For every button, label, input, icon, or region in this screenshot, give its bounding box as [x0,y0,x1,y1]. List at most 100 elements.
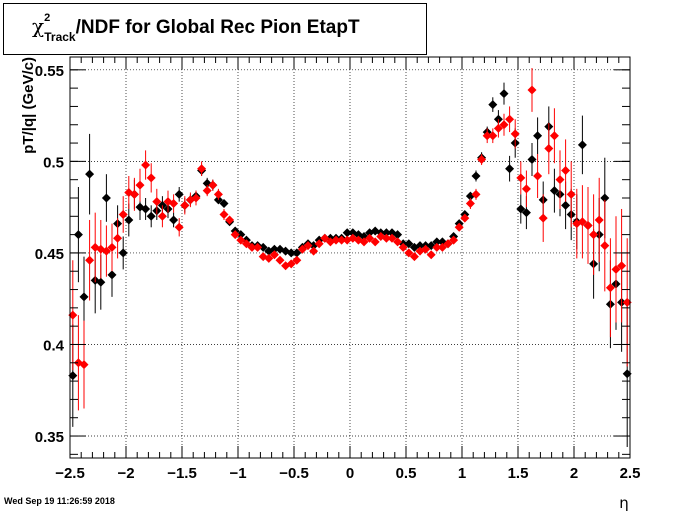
title-superscript: 2 [44,12,51,24]
data-point [449,235,459,245]
data-point [516,173,526,183]
data-point [600,193,610,203]
data-point [297,244,307,254]
data-point [493,123,503,133]
data-point [561,200,571,210]
data-point [79,360,89,370]
x-axis-label: η [619,494,629,512]
data-point [510,129,520,139]
data-point [275,255,285,265]
y-axis-label: pT/|q| (GeV/c) [20,57,37,154]
data-point [583,220,593,230]
data-point [611,264,621,274]
data-point [337,235,347,245]
data-series [68,67,632,448]
data-point [174,189,184,199]
data-point [415,241,425,251]
data-point [73,230,83,240]
data-point [460,213,470,223]
data-point [286,259,296,269]
data-point [113,233,123,243]
data-point [146,173,156,183]
data-point [101,193,111,203]
data-point [208,180,218,190]
data-point [225,215,235,225]
data-point [118,248,128,258]
data-point [169,215,179,225]
y-tick-label: 0.45 [35,246,64,263]
data-point [505,114,515,124]
data-point [549,131,559,141]
data-point [393,230,403,240]
data-point [577,217,587,227]
y-tick-label: 0.4 [43,337,65,354]
series-2 [68,67,632,411]
data-point [292,248,302,258]
data-point [141,160,151,170]
x-tick-label: 2 [570,465,578,482]
data-point [236,230,246,240]
x-axis: −2.5 −2 −1.5 −1 −0.5 0 0.5 1 1.5 2 2.5 [55,57,640,482]
data-point [314,239,324,249]
data-point [129,189,139,199]
data-point [622,297,632,307]
data-point [241,239,251,249]
data-point [107,270,117,280]
data-point [174,222,184,232]
data-point [398,242,408,252]
data-point [381,228,391,238]
data-point [107,242,117,252]
data-point [101,246,111,256]
data-point [342,228,352,238]
data-point [404,248,414,258]
data-point [404,239,414,249]
data-point [213,189,223,199]
data-point [219,209,229,219]
data-point [197,164,207,174]
data-point [286,248,296,258]
data-point [516,204,526,214]
data-point [589,230,599,240]
data-point [471,189,481,199]
data-point [292,255,302,265]
data-point [482,131,492,141]
data-point [141,204,151,214]
title-subscript: Track [44,30,76,44]
data-point [527,155,537,165]
data-point [253,242,263,252]
x-tick-label: 0 [346,465,354,482]
data-point [320,233,330,243]
data-point [488,131,498,141]
data-point [432,242,442,252]
data-point [68,371,78,381]
data-point [600,241,610,251]
data-point [499,120,509,130]
data-point [561,166,571,176]
x-tick-label: 2.5 [620,465,641,482]
data-point [521,208,531,218]
data-point [471,171,481,181]
data-point [68,310,78,320]
data-point [96,277,106,287]
data-point [135,180,145,190]
data-point [191,193,201,203]
data-point [549,186,559,196]
data-point [409,252,419,262]
data-point [432,237,442,247]
data-point [124,215,134,225]
data-point [230,230,240,240]
data-point [365,233,375,243]
data-point [157,211,167,221]
data-point [169,198,179,208]
y-tick-label: 0.5 [43,154,64,171]
data-point [594,215,604,225]
data-point [146,211,156,221]
data-point [544,144,554,154]
data-point [269,250,279,260]
data-point [499,89,509,99]
x-tick-label: −0.5 [279,465,309,482]
data-point [118,209,128,219]
x-tick-label: 0.5 [396,465,417,482]
x-tick-label: −2.5 [55,465,85,482]
